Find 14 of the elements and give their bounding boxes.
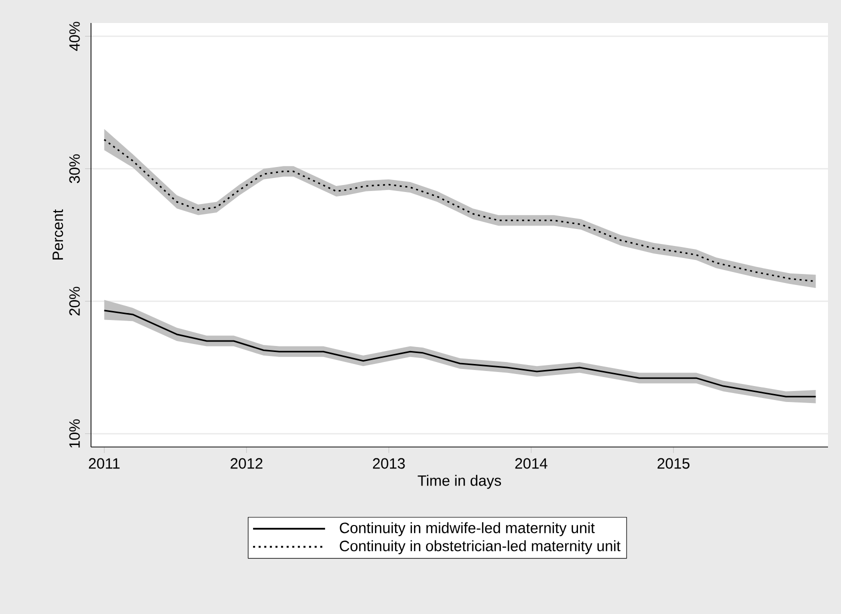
y-axis-title: Percent: [52, 209, 64, 260]
legend-label: Continuity in midwife-led maternity unit: [340, 522, 595, 536]
y-tick-label: 40%: [69, 22, 80, 51]
x-tick-label: 2014: [515, 458, 548, 469]
x-tick-label: 2012: [230, 458, 262, 469]
y-tick-label: 20%: [69, 286, 80, 316]
y-tick-label: 30%: [69, 154, 80, 184]
x-tick-label: 2013: [372, 458, 405, 469]
x-tick-label: 2015: [658, 458, 690, 469]
line-series: [103, 310, 817, 398]
x-axis-title: Time in days: [418, 474, 502, 489]
y-tick-label: 10%: [69, 419, 80, 448]
legend-label: Continuity in obstetrician-led maternity unit: [340, 540, 620, 554]
x-tick-label: 2011: [88, 458, 120, 469]
